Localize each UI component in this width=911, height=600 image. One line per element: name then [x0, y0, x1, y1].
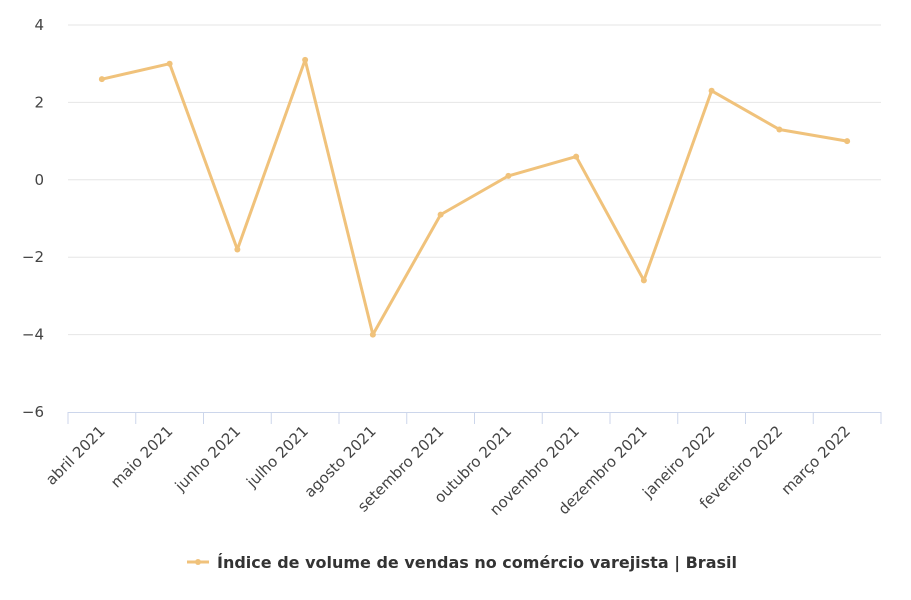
data-point[interactable] [437, 211, 444, 218]
y-tick-label: 4 [34, 16, 44, 34]
data-point[interactable] [708, 87, 715, 94]
x-tick-label: abril 2021 [42, 422, 109, 489]
y-tick-label: 0 [34, 171, 44, 189]
x-tick-label: março 2022 [778, 422, 854, 498]
y-tick-label: −4 [22, 326, 44, 344]
y-tick-label: −2 [22, 248, 44, 266]
legend-label: Índice de volume de vendas no comércio v… [217, 553, 737, 573]
data-point[interactable] [505, 172, 512, 179]
x-tick-label: julho 2021 [242, 422, 312, 492]
data-point[interactable] [166, 60, 173, 67]
data-point[interactable] [844, 138, 851, 145]
data-point[interactable] [776, 126, 783, 133]
x-tick-label: maio 2021 [107, 422, 176, 491]
y-tick-label: −6 [22, 403, 44, 421]
x-tick-label: junho 2021 [171, 422, 244, 495]
data-point[interactable] [573, 153, 580, 160]
data-point[interactable] [369, 331, 376, 338]
y-tick-label: 2 [34, 93, 44, 111]
series-layer [98, 56, 851, 338]
grid-lines [68, 24, 881, 336]
data-point[interactable] [302, 56, 309, 63]
legend-marker-symbol [195, 559, 201, 565]
legend[interactable]: Índice de volume de vendas no comércio v… [187, 553, 737, 573]
data-point[interactable] [98, 76, 105, 83]
data-point[interactable] [234, 246, 241, 253]
y-axis-ticks: 4 2 0 −2 −4 −6 [22, 16, 44, 421]
series-line [100, 58, 849, 337]
data-point[interactable] [640, 277, 647, 284]
